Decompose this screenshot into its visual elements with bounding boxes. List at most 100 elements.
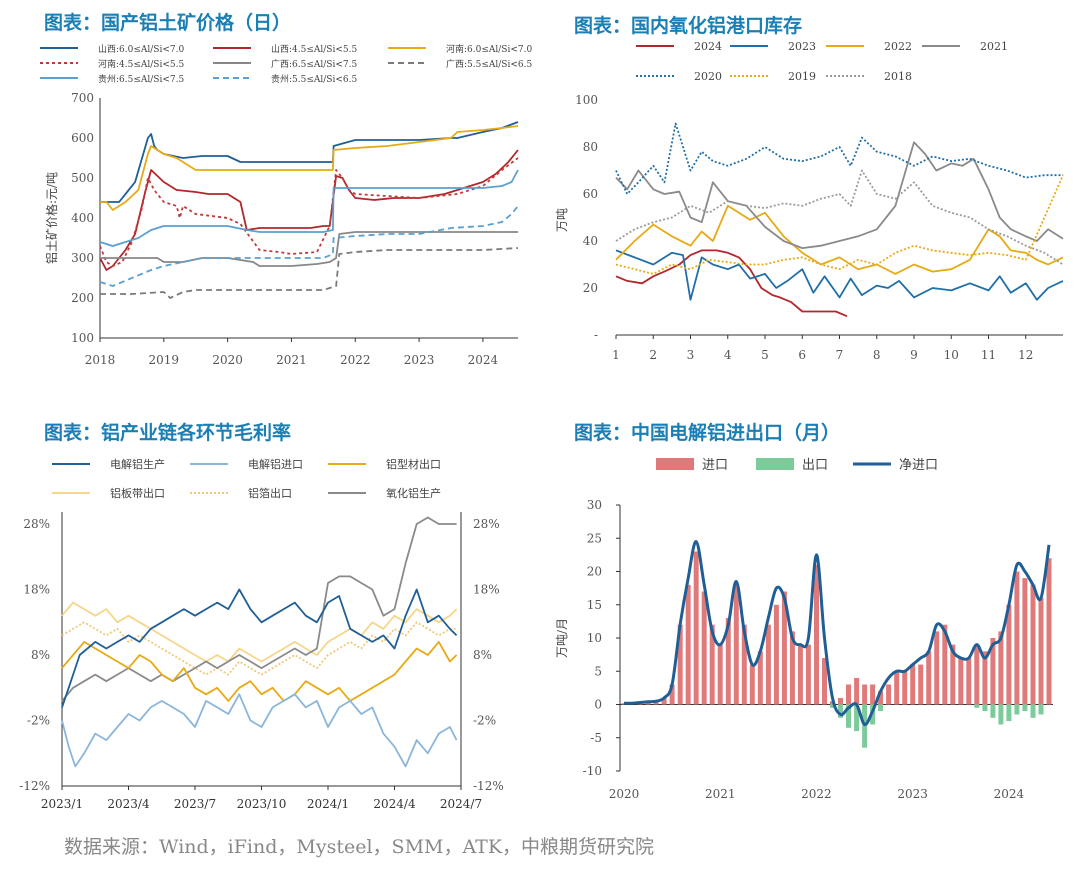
trade-export-bar (846, 704, 851, 728)
trade-import-bar (1046, 558, 1052, 705)
bauxite-legend-item-label: 山西:6.0≤Al/Si<7.0 (98, 44, 184, 55)
bauxite-x-tick-label: 2022 (340, 353, 371, 367)
inventory-x-tick-label: 6 (798, 348, 806, 362)
trade-import-bar (733, 584, 739, 705)
trade-x-tick-label: 2020 (609, 787, 640, 801)
bauxite-y-tick-label: 500 (71, 171, 94, 185)
trade-import-bar (894, 671, 900, 705)
inventory-y-tick-label: 40 (583, 234, 598, 248)
trade-import-bar (749, 664, 755, 705)
margins-y-tick-label-right: 8% (473, 648, 492, 662)
trade-import-bar (669, 684, 675, 705)
trade-legend-export-swatch (756, 458, 794, 470)
inventory-series-line (615, 169, 1064, 266)
margins-legend-item-label: 铝型材出口 (386, 457, 441, 471)
inventory-legend-item-label: 2019 (788, 70, 816, 83)
margins-legend-item-label: 铝板带出口 (110, 486, 165, 500)
inventory-x-tick-label: 1 (612, 348, 620, 362)
inventory-y-tick-label: 60 (583, 187, 598, 201)
margins-series-line (61, 601, 458, 663)
margins-series-line (61, 621, 457, 676)
trade-export-bar (982, 704, 988, 712)
trade-export-bar (854, 704, 860, 732)
trade-import-bar (838, 697, 843, 705)
bauxite-x-tick-label: 2020 (212, 353, 243, 367)
source-note: 数据来源：Wind，iFind，Mysteel，SMM，ATK，中粮期货研究院 (64, 836, 655, 858)
bauxite-x-tick-label: 2024 (468, 353, 499, 367)
trade-import-bar (717, 644, 723, 705)
margins-y-tick-label-left: 18% (23, 583, 50, 597)
trade-y-tick-label: 25 (587, 531, 602, 545)
bauxite-legend-item-label: 广西:5.5≤Al/Si<6.5 (446, 58, 532, 70)
inventory-series-line (615, 249, 1064, 301)
margins-x-tick-label: 2024/7 (440, 797, 482, 811)
trade-export-bar (830, 704, 835, 708)
trade-import-bar (789, 631, 795, 705)
margins-y-tick-label-left: 8% (31, 648, 50, 662)
trade-y-tick-label: 30 (587, 498, 602, 512)
trade-import-bar (910, 664, 916, 705)
trade-import-bar (966, 658, 972, 705)
bauxite-legend-item-label: 贵州:5.5≤Al/Si<6.5 (271, 73, 357, 85)
trade-net-import-line (623, 540, 1051, 727)
trade-x-tick-label: 2022 (801, 787, 832, 801)
inventory-y-tick-label: 80 (583, 140, 598, 154)
inventory-x-tick-label: 12 (1018, 348, 1033, 362)
trade-import-bar (773, 604, 779, 705)
bauxite-series-line (99, 169, 519, 247)
margins-y-tick-label-right: -12% (473, 779, 504, 793)
inventory-y-tick-label: - (594, 328, 598, 342)
margins-legend-item-label: 电解铝生产 (110, 457, 165, 471)
trade-import-bar (862, 684, 868, 705)
trade-import-bar (974, 644, 980, 705)
trade-export-bar (878, 704, 884, 712)
trade-export-bar (1038, 704, 1044, 715)
trade-export-bar (990, 704, 996, 718)
trade-import-bar (677, 624, 683, 705)
trade-x-tick-label: 2024 (994, 787, 1025, 801)
trade-import-bar (958, 658, 964, 705)
trade-export-bar (1006, 704, 1012, 722)
trade-export-bar (1030, 704, 1036, 718)
trade-import-bar (918, 664, 924, 705)
trade-y-tick-label: -10 (583, 764, 602, 778)
bauxite-legend-item-label: 山西:4.5≤Al/Si<5.5 (271, 44, 357, 55)
bauxite-y-tick-label: 700 (71, 91, 94, 105)
inventory-legend-item-label: 2021 (980, 40, 1008, 53)
bauxite-series-line (99, 205, 519, 287)
margins-legend-item-label: 电解铝进口 (248, 457, 303, 471)
bauxite-x-tick-label: 2019 (149, 353, 180, 367)
margins-x-tick-label: 2023/1 (41, 797, 83, 811)
margins-x-tick-label: 2023/7 (174, 797, 216, 811)
trade-import-bar (934, 631, 940, 705)
trade-import-bar (725, 618, 731, 705)
margins-y-tick-label-right: -2% (473, 714, 496, 728)
trade-import-bar (709, 624, 715, 705)
trade-import-bar (870, 684, 876, 705)
trade-import-bar (1030, 584, 1036, 705)
inventory-legend-item-label: 2022 (884, 40, 912, 53)
margins-y-tick-label-left: -2% (27, 714, 50, 728)
bauxite-x-tick-label: 2021 (276, 353, 307, 367)
trade-legend-import-swatch (656, 458, 694, 470)
margins-legend-item-label: 氧化铝生产 (386, 486, 441, 500)
inventory-x-tick-label: 9 (910, 348, 918, 362)
trade-import-bar (926, 651, 932, 705)
inventory-y-tick-label: 20 (583, 281, 598, 295)
inventory-x-tick-label: 10 (944, 348, 959, 362)
inventory-legend-item-label: 2020 (694, 70, 722, 83)
trade-import-bar (653, 701, 659, 705)
panel-title-margins: 图表：铝产业链各环节毛利率 (44, 422, 292, 444)
trade-import-bar (990, 638, 996, 705)
bauxite-legend-item-label: 河南:6.0≤Al/Si<7.0 (446, 43, 532, 55)
trade-export-bar (838, 704, 843, 718)
bauxite-y-tick-label: 600 (71, 131, 94, 145)
trade-legend-import-label: 进口 (702, 458, 728, 473)
trade-legend-export-label: 出口 (802, 458, 828, 473)
panel-title-bauxite: 图表：国产铝土矿价格（日） (44, 12, 292, 34)
margins-series-line (61, 693, 458, 768)
inventory-y-axis-label: 万吨 (555, 208, 569, 232)
bauxite-y-tick-label: 400 (71, 211, 94, 225)
